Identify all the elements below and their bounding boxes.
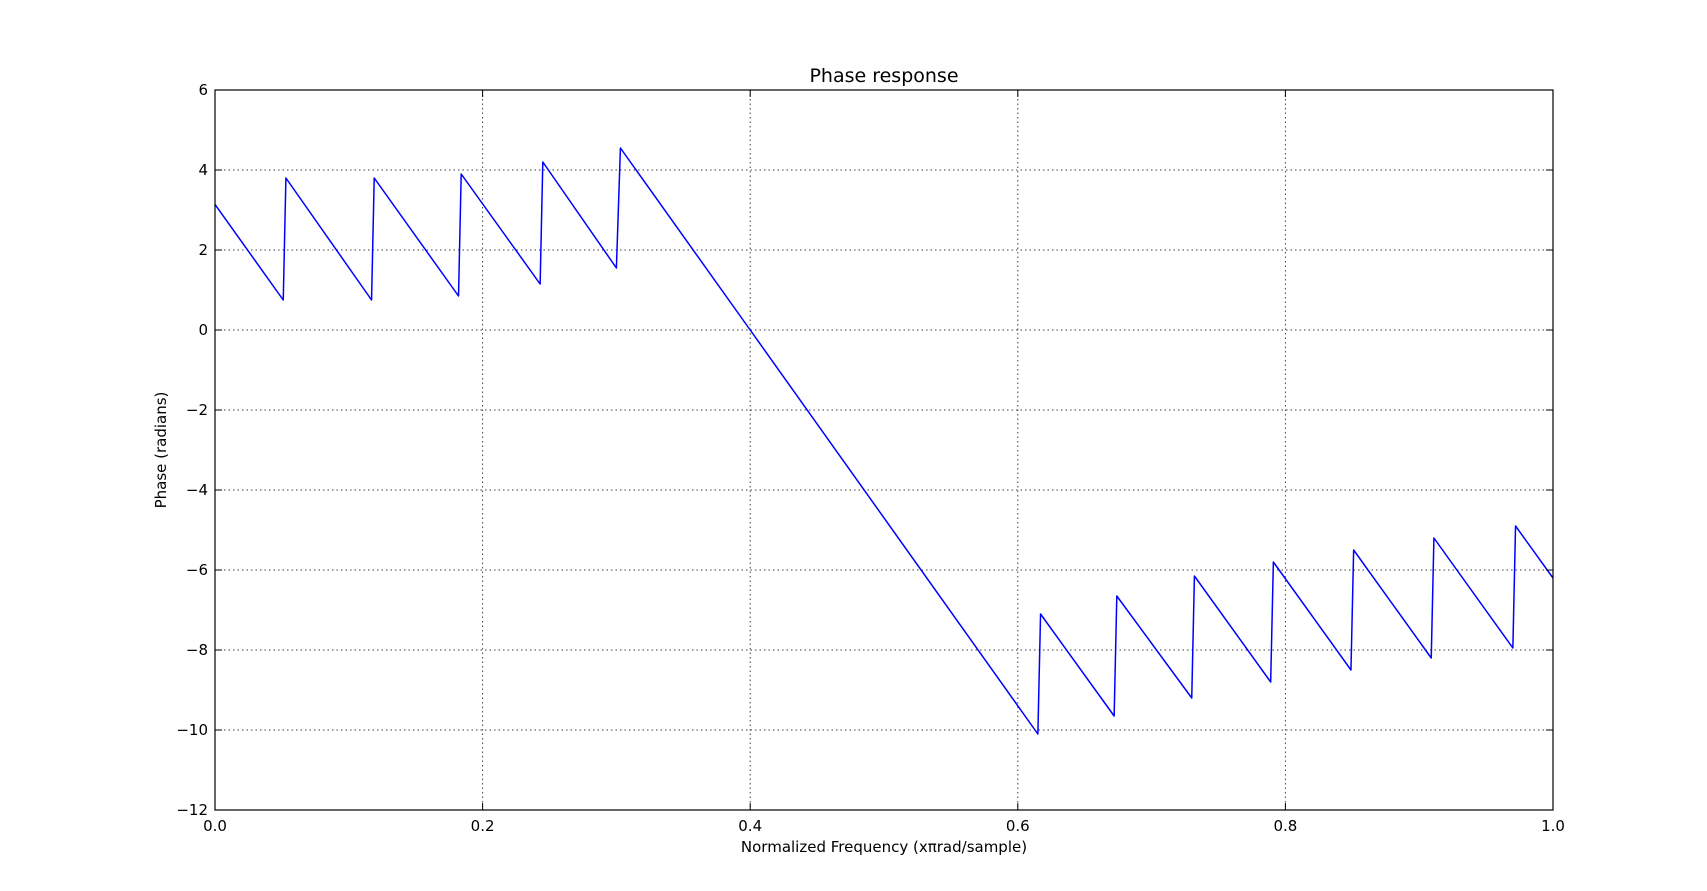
y-tick-label: −6 bbox=[186, 561, 208, 579]
y-tick-label: 0 bbox=[198, 321, 208, 339]
chart-title: Phase response bbox=[809, 65, 958, 87]
grid-lines bbox=[215, 90, 1553, 810]
x-tick-label: 1.0 bbox=[1541, 817, 1565, 835]
x-axis-label: Normalized Frequency (xπrad/sample) bbox=[741, 838, 1027, 856]
x-tick-label: 0.2 bbox=[471, 817, 495, 835]
y-tick-label: −4 bbox=[186, 481, 208, 499]
y-tick-label: −2 bbox=[186, 401, 208, 419]
y-tick-label: 6 bbox=[198, 81, 208, 99]
series-layer bbox=[214, 147, 1554, 735]
y-tick-label: −10 bbox=[176, 721, 208, 739]
ticks: 0.0 0.2 0.4 0.6 0.8 1.0 −12 −10 −8 −6 −4 −2 0 2 4 6 bbox=[176, 81, 1565, 835]
x-tick-label: 0.6 bbox=[1006, 817, 1030, 835]
plot-frame bbox=[214, 89, 1554, 811]
y-axis-label: Phase (radians) bbox=[152, 392, 170, 509]
y-tick-label: 4 bbox=[198, 161, 208, 179]
y-tick-label: −8 bbox=[186, 641, 208, 659]
y-tick-label: 2 bbox=[198, 241, 208, 259]
x-tick-label: 0.8 bbox=[1273, 817, 1297, 835]
plot-background bbox=[215, 90, 1553, 810]
y-tick-label: −12 bbox=[176, 801, 208, 819]
phase-series-line bbox=[214, 147, 1554, 735]
x-tick-label: 0.4 bbox=[738, 817, 762, 835]
x-tick-label: 0.0 bbox=[203, 817, 227, 835]
